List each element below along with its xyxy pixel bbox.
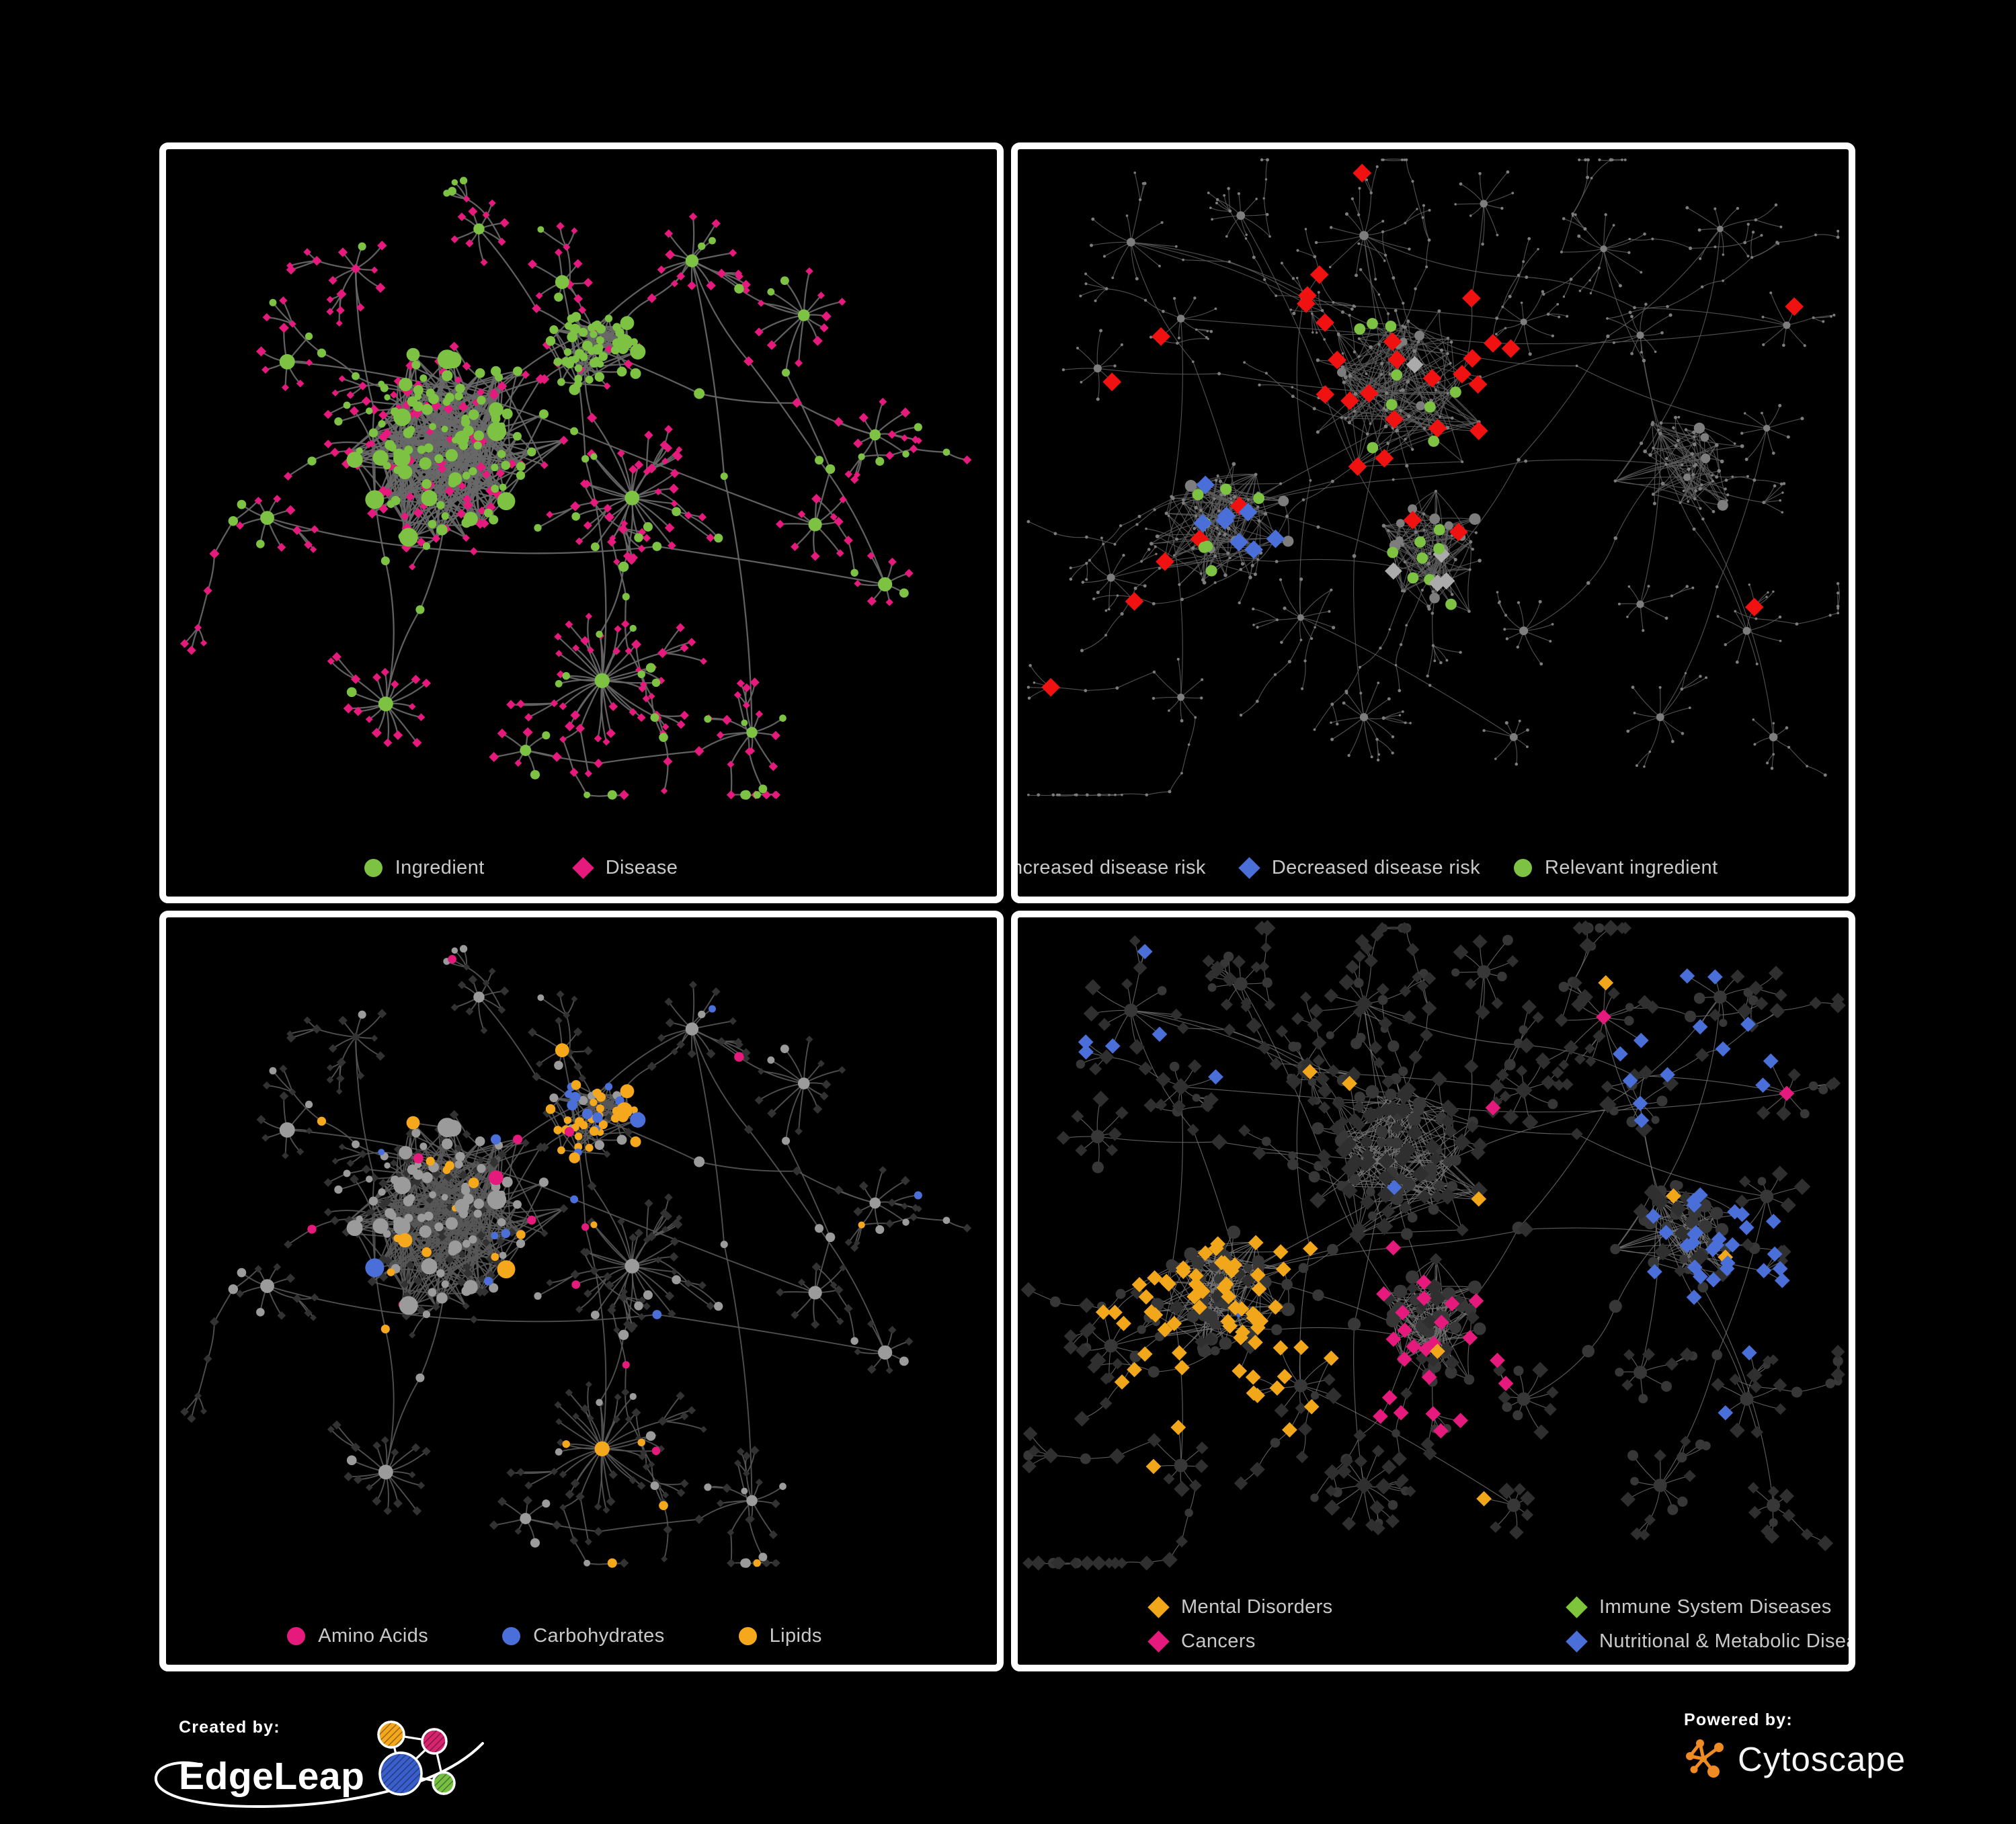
powered-by-credit: Powered by: <box>1684 1710 1906 1782</box>
figure-grid: Ingredient Disease Increased disease risk… <box>159 142 1855 1671</box>
legend-label: Carbohydrates <box>533 1625 665 1647</box>
created-by-credit: Created by: EdgeLeap <box>154 1718 555 1819</box>
cytoscape-network-icon <box>1686 1739 1724 1778</box>
network-disease-risk <box>1026 158 1840 797</box>
network-ingredient-disease <box>179 177 972 800</box>
legend-label: Lipids <box>769 1625 822 1647</box>
panel-disease-risk: Increased disease risk Decreased disease … <box>1011 142 1855 903</box>
edgeleap-network-icon <box>377 1721 456 1796</box>
legend-item-immune-system-diseases: Immune System Diseases <box>1566 1596 1849 1618</box>
legend-item-nutritional-metabolic-diseases: Nutritional & Metabolic Diseases <box>1566 1630 1849 1653</box>
legend-label: Disease <box>605 857 678 878</box>
legend-item-relevant-ingredient: Relevant ingredient <box>1514 857 1718 879</box>
legend-ingredient-disease: Ingredient Disease <box>166 857 936 879</box>
network-disease-classes <box>1020 919 1846 1571</box>
legend-label: Nutritional & Metabolic Diseases <box>1599 1630 1849 1652</box>
legend-item-ingredient: Ingredient <box>364 857 485 879</box>
legend-item-carbohydrates: Carbohydrates <box>502 1625 664 1647</box>
circle-marker-icon <box>1514 859 1533 877</box>
legend-label: Ingredient <box>395 857 485 878</box>
legend-disease-risk: Increased disease risk Decreased disease … <box>1011 857 1761 879</box>
legend-label: Immune System Diseases <box>1599 1596 1832 1618</box>
cytoscape-logo: Cytoscape <box>1684 1735 1906 1782</box>
edgeleap-wordmark: EdgeLeap <box>179 1755 365 1798</box>
legend-label: Relevant ingredient <box>1545 857 1718 878</box>
legend-item-disease: Disease <box>571 857 678 879</box>
legend-disease-classes: Mental Disorders Immune System Diseases Ca… <box>1018 1596 1849 1653</box>
legend-label: Decreased disease risk <box>1271 857 1481 878</box>
legend-label: Amino Acids <box>318 1625 429 1647</box>
legend-label: Cancers <box>1181 1630 1256 1652</box>
powered-by-label: Powered by: <box>1684 1710 1793 1729</box>
diamond-marker-icon <box>1147 1596 1170 1618</box>
diamond-marker-icon <box>1566 1596 1588 1618</box>
edgeleap-logo: EdgeLeap <box>179 1721 555 1813</box>
diamond-marker-icon <box>1566 1630 1588 1653</box>
legend-item-decreased-disease-risk: Decreased disease risk <box>1238 857 1481 879</box>
diamond-marker-icon <box>1238 857 1260 879</box>
legend-ingredient-classes: Amino Acids Carbohydrates Lipids <box>166 1625 970 1647</box>
legend-item-mental-disorders: Mental Disorders <box>1147 1596 1505 1618</box>
panel-disease-classes: Mental Disorders Immune System Diseases Ca… <box>1011 911 1855 1671</box>
cytoscape-wordmark: Cytoscape <box>1738 1739 1906 1778</box>
legend-label: Mental Disorders <box>1181 1596 1333 1618</box>
legend-item-amino-acids: Amino Acids <box>287 1625 428 1647</box>
legend-item-lipids: Lipids <box>738 1625 822 1647</box>
legend-item-cancers: Cancers <box>1147 1630 1505 1653</box>
panel-ingredient-disease: Ingredient Disease <box>159 142 1004 903</box>
panel-ingredient-classes: Amino Acids Carbohydrates Lipids <box>159 911 1004 1671</box>
network-ingredient-classes <box>180 945 972 1568</box>
diamond-marker-icon <box>571 857 594 879</box>
created-by-label: Created by: <box>179 1718 280 1737</box>
circle-marker-icon <box>738 1627 757 1645</box>
circle-marker-icon <box>502 1627 521 1645</box>
diamond-marker-icon <box>1147 1630 1170 1653</box>
legend-label: Increased disease risk <box>1011 857 1206 878</box>
circle-marker-icon <box>364 859 382 877</box>
circle-marker-icon <box>287 1627 306 1645</box>
legend-item-increased-disease-risk: Increased disease risk <box>1011 857 1206 879</box>
